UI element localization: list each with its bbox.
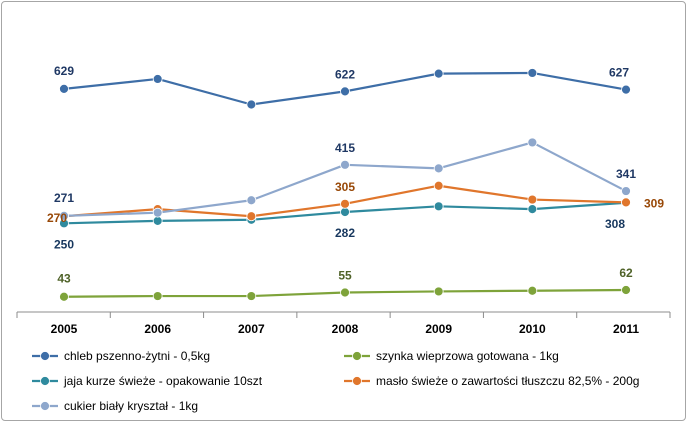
data-label: 627	[609, 66, 629, 80]
data-label: 55	[338, 268, 352, 282]
data-label: 282	[335, 226, 355, 240]
data-point	[59, 210, 69, 221]
legend-entry: cukier biały kryształ - 1kg	[64, 399, 198, 413]
data-point	[433, 163, 444, 174]
data-label: 62	[619, 266, 633, 280]
legend: chleb pszenno-żytni - 0,5kg szynka wieprz…	[32, 349, 639, 413]
x-tick-label: 2010	[519, 322, 546, 336]
data-point	[621, 285, 631, 295]
data-point	[340, 86, 350, 97]
data-point	[433, 201, 444, 212]
data-point	[246, 291, 257, 301]
legend-marker	[40, 351, 50, 361]
legend-marker	[352, 376, 362, 386]
data-point	[527, 68, 538, 78]
data-label: 308	[605, 217, 625, 231]
data-point	[527, 137, 538, 148]
data-label: 43	[57, 272, 71, 286]
data-point	[340, 207, 350, 217]
legend-entry: chleb pszenno-żytni - 0,5kg	[64, 349, 210, 363]
data-point	[621, 186, 631, 196]
x-tick-label: 2006	[144, 322, 171, 336]
data-label: 622	[335, 67, 355, 81]
data-point	[152, 207, 163, 218]
data-point	[433, 286, 444, 297]
data-point	[527, 285, 538, 296]
legend-marker	[352, 351, 362, 361]
data-point	[340, 159, 350, 170]
data-point	[527, 204, 538, 215]
x-tick-label: 2005	[51, 322, 78, 336]
legend-entry: jaja kurze świeże - opakowanie 10szt	[63, 374, 263, 388]
legend-entry: szynka wieprzowa gotowana - 1kg	[376, 349, 559, 363]
data-label: 309	[644, 196, 664, 210]
data-point	[527, 194, 538, 205]
data-label: 271	[54, 191, 74, 205]
data-point	[246, 211, 257, 222]
x-tick-label: 2008	[332, 322, 359, 336]
data-label: 629	[54, 64, 74, 78]
x-tick-label: 2007	[238, 322, 265, 336]
data-point	[59, 291, 69, 302]
data-point	[433, 180, 444, 191]
data-point	[59, 83, 69, 94]
data-point	[246, 195, 257, 206]
legend-marker	[40, 401, 50, 411]
data-point	[621, 197, 631, 208]
x-axis: 2005 2006 2007 2008 2009 2010 2011	[16, 311, 671, 336]
legend-marker	[40, 376, 50, 386]
x-tick-label: 2009	[425, 322, 452, 336]
data-point	[621, 84, 631, 95]
data-label: 250	[54, 237, 74, 251]
data-point	[433, 68, 444, 79]
data-point	[340, 198, 350, 209]
series-points	[59, 68, 631, 302]
data-labels: 629 622 627 43 55 62 250 282 308 270 305 309 271 415 3…	[47, 64, 664, 286]
data-point	[152, 215, 163, 226]
data-label: 270	[47, 211, 67, 225]
data-label: 415	[335, 141, 355, 155]
data-label: 305	[335, 180, 355, 194]
data-point	[246, 99, 257, 110]
data-point	[152, 291, 163, 301]
x-tick-label: 2011	[613, 322, 639, 336]
data-point	[340, 287, 350, 298]
data-point	[152, 74, 163, 84]
data-label: 341	[616, 167, 636, 181]
legend-entry: masło świeże o zawartości tłuszczu 82,5%…	[376, 374, 639, 388]
